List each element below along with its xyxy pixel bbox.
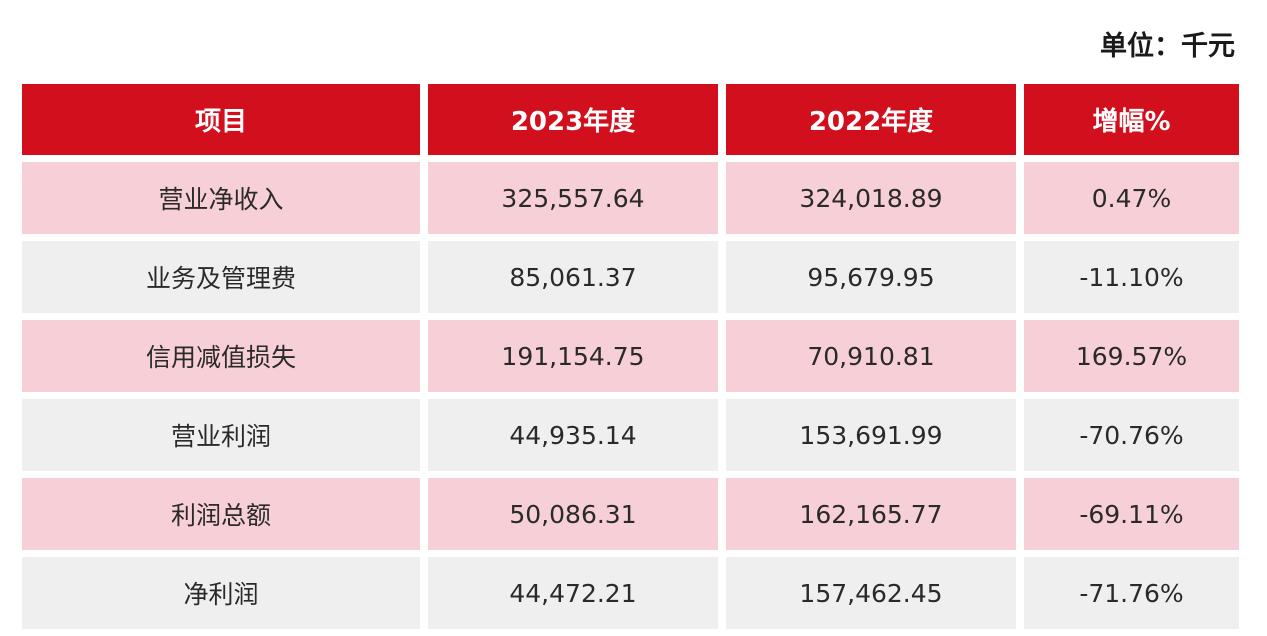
value-2023: 44,472.21 [428, 557, 718, 629]
header-2022: 2022年度 [726, 84, 1016, 155]
table-row: 信用减值损失 191,154.75 70,910.81 169.57% [22, 320, 1239, 392]
growth-value: 0.47% [1024, 162, 1239, 234]
value-2022: 324,018.89 [726, 162, 1016, 234]
unit-label: 单位：千元 [1100, 31, 1235, 62]
financial-table: 项目 2023年度 2022年度 增幅% 营业净收入 325,557.64 32… [22, 84, 1239, 636]
growth-value: 169.57% [1024, 320, 1239, 392]
table-row: 净利润 44,472.21 157,462.45 -71.76% [22, 557, 1239, 629]
value-2022: 95,679.95 [726, 241, 1016, 313]
header-growth: 增幅% [1024, 84, 1239, 155]
value-2023: 85,061.37 [428, 241, 718, 313]
row-label: 业务及管理费 [22, 241, 420, 313]
table-row: 业务及管理费 85,061.37 95,679.95 -11.10% [22, 241, 1239, 313]
row-label: 营业净收入 [22, 162, 420, 234]
value-2022: 162,165.77 [726, 478, 1016, 550]
row-label: 信用减值损失 [22, 320, 420, 392]
row-label: 净利润 [22, 557, 420, 629]
value-2023: 325,557.64 [428, 162, 718, 234]
table-row: 利润总额 50,086.31 162,165.77 -69.11% [22, 478, 1239, 550]
value-2023: 44,935.14 [428, 399, 718, 471]
table-header-row: 项目 2023年度 2022年度 增幅% [22, 84, 1239, 155]
row-label: 利润总额 [22, 478, 420, 550]
value-2022: 70,910.81 [726, 320, 1016, 392]
value-2023: 191,154.75 [428, 320, 718, 392]
value-2022: 157,462.45 [726, 557, 1016, 629]
table-row: 营业净收入 325,557.64 324,018.89 0.47% [22, 162, 1239, 234]
row-label: 营业利润 [22, 399, 420, 471]
header-2023: 2023年度 [428, 84, 718, 155]
value-2022: 153,691.99 [726, 399, 1016, 471]
growth-value: -71.76% [1024, 557, 1239, 629]
growth-value: -11.10% [1024, 241, 1239, 313]
growth-value: -69.11% [1024, 478, 1239, 550]
value-2023: 50,086.31 [428, 478, 718, 550]
table-row: 营业利润 44,935.14 153,691.99 -70.76% [22, 399, 1239, 471]
header-item: 项目 [22, 84, 420, 155]
growth-value: -70.76% [1024, 399, 1239, 471]
